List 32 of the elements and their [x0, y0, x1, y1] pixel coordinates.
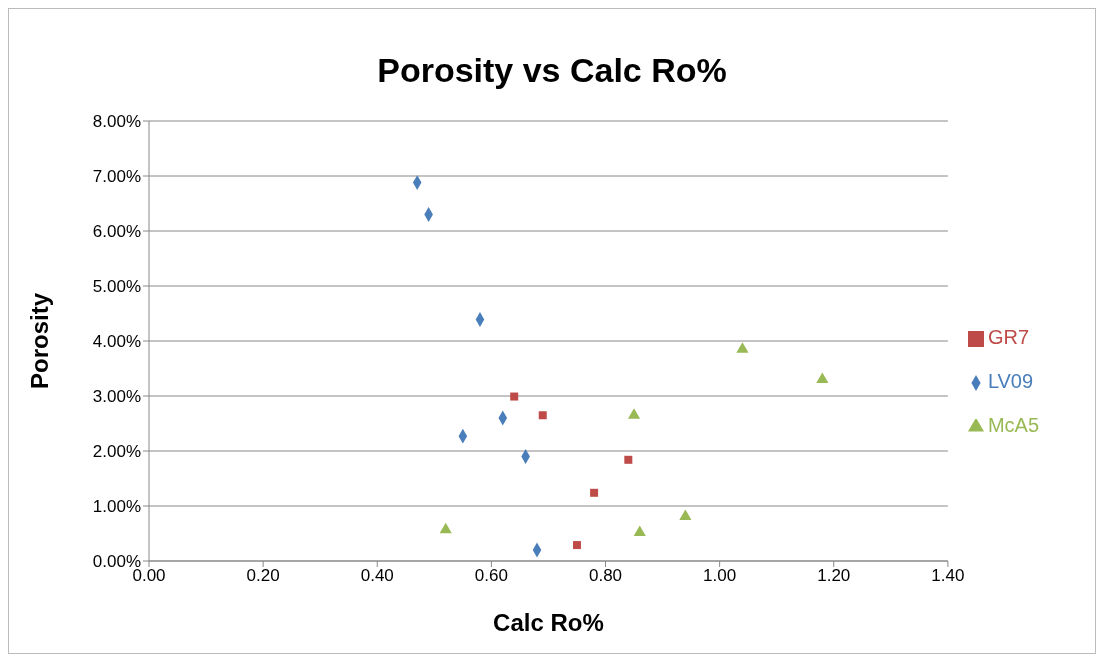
x-tick-label: 1.00 — [703, 566, 737, 586]
y-tick-label: 4.00% — [92, 332, 141, 352]
point — [633, 525, 646, 536]
point — [590, 488, 599, 497]
x-tick-label: 1.40 — [931, 566, 965, 586]
point — [816, 372, 829, 384]
x-tick-label: 0.60 — [474, 566, 508, 586]
point — [624, 455, 633, 464]
chart-title: Porosity vs Calc Ro% — [376, 51, 728, 91]
point — [627, 408, 641, 419]
x-axis-title: Calc Ro% — [493, 609, 604, 636]
point — [439, 522, 452, 534]
y-tick-label: 8.00% — [92, 112, 141, 132]
point — [538, 411, 547, 420]
point — [679, 509, 692, 520]
y-tick-label: 7.00% — [92, 167, 141, 187]
legend-label: McA5 — [987, 414, 1039, 436]
y-axis-title: Porosity — [25, 292, 53, 390]
y-tick-label: 3.00% — [92, 387, 141, 407]
x-tick-label: 1.20 — [817, 566, 851, 586]
x-tick-label: 0.80 — [588, 566, 623, 586]
legend-label: LV09 — [987, 370, 1034, 392]
x-tick-label: 0.20 — [246, 566, 280, 586]
y-tick-label: 2.00% — [92, 442, 141, 462]
y-tick-label: 1.00% — [92, 497, 141, 517]
y-tick-label: 5.00% — [92, 277, 141, 297]
point — [572, 541, 581, 550]
point — [736, 342, 749, 353]
point — [510, 392, 519, 401]
y-tick-label: 6.00% — [92, 222, 141, 242]
x-tick-label: 0.40 — [360, 566, 394, 586]
legend-label: GR7 — [987, 326, 1029, 348]
